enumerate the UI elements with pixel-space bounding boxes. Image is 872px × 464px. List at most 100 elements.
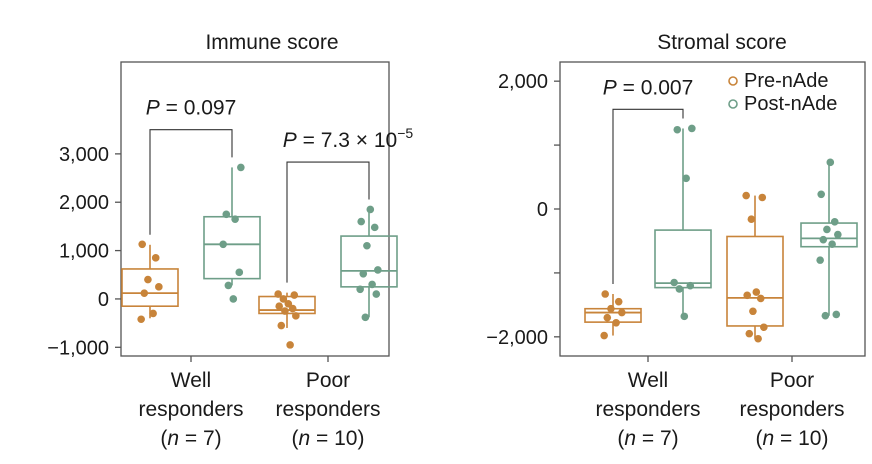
box-well-responders-post [203,163,261,303]
box-well-responders-pre [584,290,642,340]
chart-title: Stromal score [657,31,787,54]
x-category-label: Well [628,369,668,392]
data-point [601,290,609,298]
data-point [688,124,696,133]
data-point [279,295,288,303]
data-point [817,190,825,199]
data-point [356,285,364,294]
legend-marker [728,99,738,109]
data-point [819,235,828,244]
x-category-label: responders [595,398,700,421]
data-point [612,318,620,327]
box-iqr [654,229,712,289]
data-point [231,215,239,223]
p-value-label: P = 0.007 [603,76,694,99]
y-tick-label: 2,000 [498,71,548,93]
data-point [277,321,286,330]
data-point [607,304,615,313]
x-category-label: responders [275,398,380,421]
data-point [137,315,145,324]
data-point [758,193,767,202]
box-poor-responders-pre [258,290,316,349]
data-point [151,254,160,262]
data-point [673,125,682,134]
box-well-responders-pre [121,240,179,324]
data-point [752,288,761,296]
data-point [374,266,382,274]
y-tick-label: 0 [537,199,548,221]
data-point [222,210,231,219]
data-point [760,323,768,332]
data-point [756,294,765,303]
chart-panel-2: Stromal score 2,000 0 −2,000 Well responders (… [486,31,866,450]
data-point [292,312,300,320]
data-point [747,215,756,224]
data-point [834,230,842,239]
data-point [372,290,381,298]
data-point [138,240,146,249]
data-point [370,223,379,232]
data-point [237,163,245,172]
box-poor-responders-post [340,205,398,322]
data-point [670,278,678,287]
data-point [821,311,830,320]
data-point [290,291,299,299]
box-iqr [121,268,179,307]
data-point [675,285,684,293]
data-point [366,205,375,214]
plot-frame [120,61,390,357]
x-category-n: (n = 10) [292,427,365,450]
box-poor-responders-pre [726,191,784,343]
data-point [359,269,368,278]
data-point [229,295,238,303]
y-tick-label: −2,000 [486,327,548,349]
x-category-label: Poor [306,369,350,392]
significance-bracket [149,129,233,235]
data-point [235,268,244,277]
data-point [828,240,836,248]
data-point [274,290,282,298]
p-value-label: P = 7.3 × 10−5 [283,125,414,152]
data-point [823,225,831,234]
data-point [357,217,366,226]
x-category-label: Poor [770,369,814,392]
data-point [743,291,751,300]
box-iqr [800,222,858,248]
data-point [219,240,227,249]
significance-bracket [612,108,684,285]
data-point [816,256,824,264]
x-category-n: (n = 7) [160,427,221,450]
x-category-label: Well [171,369,211,392]
data-point [742,191,750,200]
data-point [149,309,157,318]
data-point [749,307,757,316]
data-point [603,313,612,322]
data-point [368,280,376,289]
legend-label: Post-nAde [744,93,837,115]
p-value-label: P = 0.097 [146,97,237,120]
box-poor-responders-post [800,158,858,320]
x-category-n: (n = 7) [617,427,678,450]
data-point [288,304,297,313]
data-point [155,283,163,291]
x-category-n: (n = 10) [756,427,829,450]
data-point [745,329,754,338]
y-tick-label: −1,000 [47,337,109,359]
data-point [224,281,233,290]
legend-marker [728,76,738,86]
data-point [754,334,762,343]
legend-label: Pre-nAde [744,70,829,92]
y-tick-label: 2,000 [59,192,109,214]
data-point [686,281,695,290]
x-category-label: responders [739,398,844,421]
data-point [600,331,608,340]
data-point [363,241,371,250]
data-point [832,310,841,319]
data-point [275,302,284,310]
chart-panel-1: Immune score 3,000 2,000 1,000 0 −1,000 Well re… [47,31,413,450]
data-point [284,299,293,308]
data-point [140,289,149,297]
y-tick-label: 0 [98,289,109,311]
